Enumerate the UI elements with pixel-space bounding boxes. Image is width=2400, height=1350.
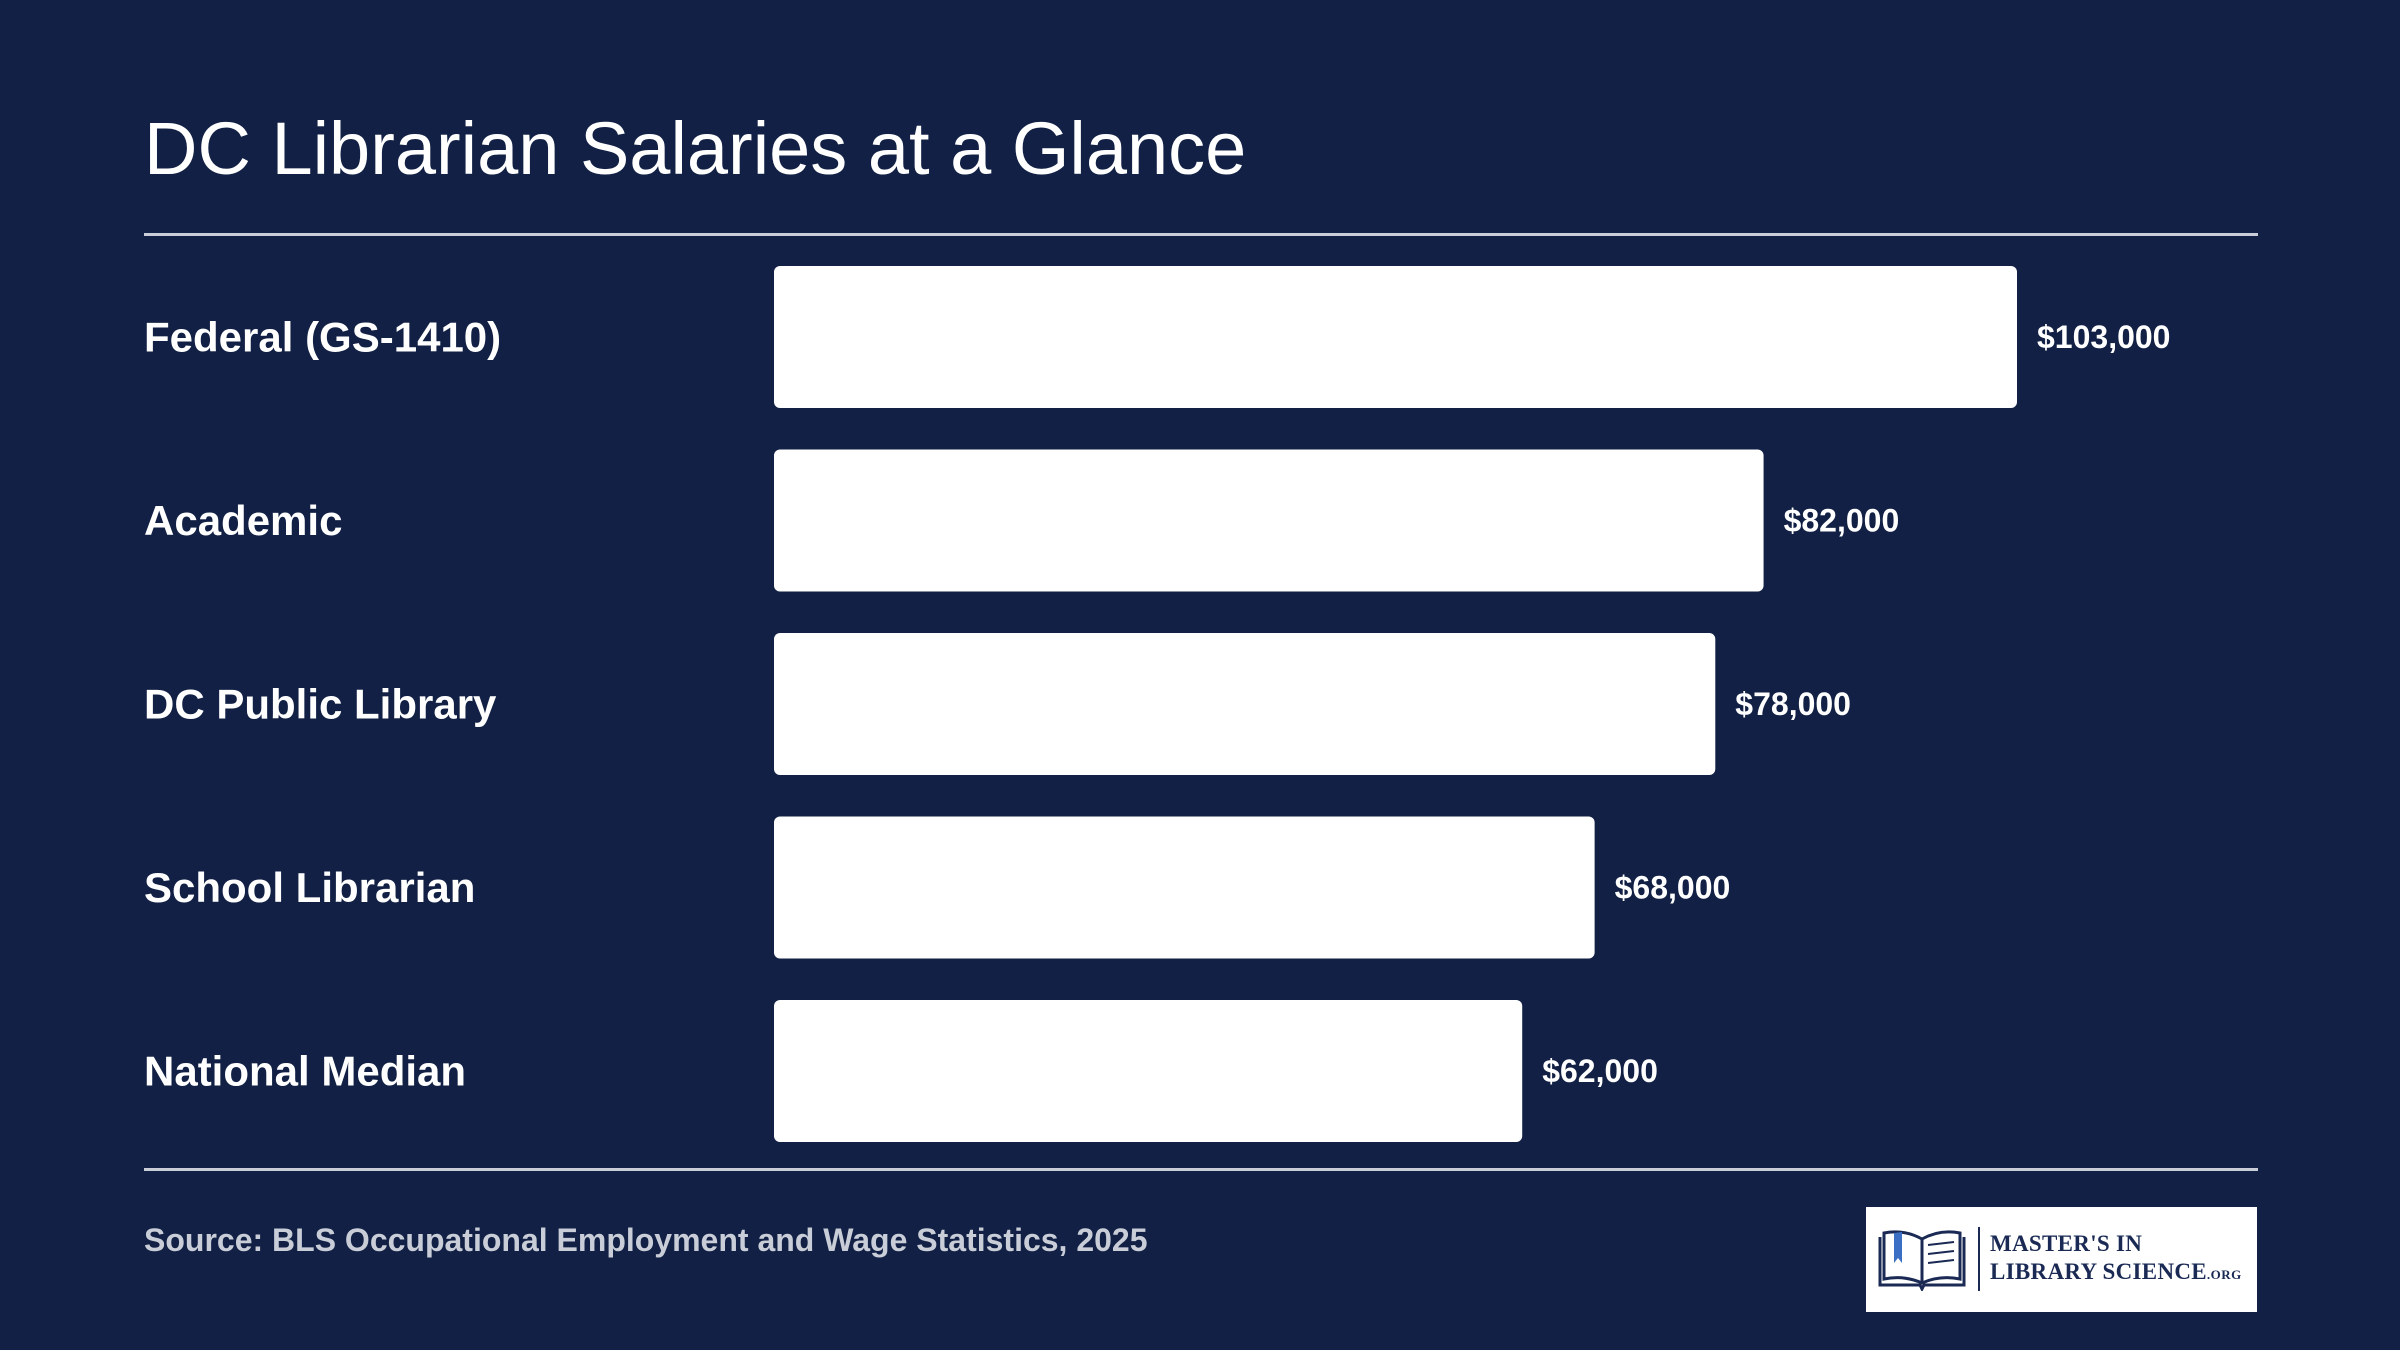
chart-title: DC Librarian Salaries at a Glance xyxy=(144,107,1247,190)
bar-dc-public-library[interactable] xyxy=(774,633,1716,775)
value-label-dc-public-library: $78,000 xyxy=(1735,686,1851,722)
open-book-icon xyxy=(1878,1230,1966,1291)
category-label-academic: Academic xyxy=(144,497,342,544)
logo-text-line2: LIBRARY SCIENCE.ORG xyxy=(1990,1259,2242,1285)
value-label-school-librarian: $68,000 xyxy=(1615,870,1731,906)
bar-school-librarian[interactable] xyxy=(774,816,1595,959)
logo-text-suffix: .ORG xyxy=(2206,1267,2242,1282)
bar-national-median[interactable] xyxy=(774,1000,1523,1142)
bar-federal-gs-1410[interactable] xyxy=(774,266,2017,408)
value-label-federal-gs-1410: $103,000 xyxy=(2037,319,2170,355)
category-label-national-median: National Median xyxy=(144,1048,466,1095)
category-label-school-librarian: School Librarian xyxy=(144,864,475,911)
bar-academic[interactable] xyxy=(774,449,1764,592)
bottom-divider xyxy=(144,1168,2258,1171)
logo-divider xyxy=(1978,1227,1980,1291)
value-label-national-median: $62,000 xyxy=(1542,1053,1658,1089)
masters-in-library-science-logo[interactable]: MASTER'S IN LIBRARY SCIENCE.ORG xyxy=(1866,1207,2257,1312)
logo-text-line1: MASTER'S IN xyxy=(1990,1231,2143,1256)
source-note: Source: BLS Occupational Employment and … xyxy=(144,1222,1148,1258)
logo-text-main: LIBRARY SCIENCE xyxy=(1990,1259,2207,1284)
top-divider xyxy=(144,233,2258,236)
category-label-federal-gs-1410: Federal (GS-1410) xyxy=(144,314,501,361)
value-label-academic: $82,000 xyxy=(1784,503,1900,539)
category-label-dc-public-library: DC Public Library xyxy=(144,681,497,728)
